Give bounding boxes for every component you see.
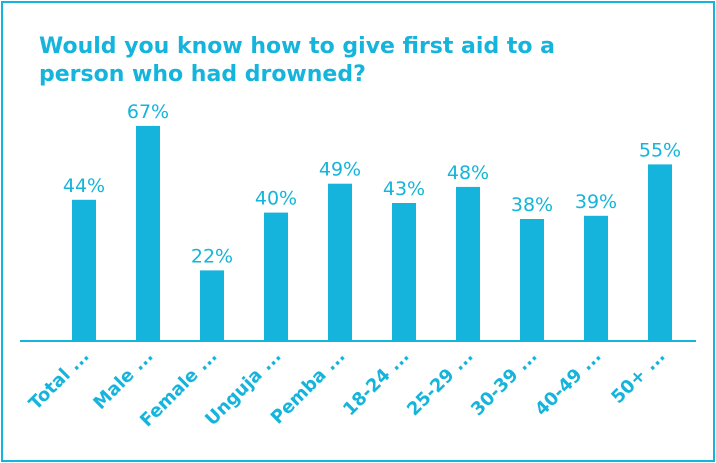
- value-label-3: 40%: [255, 188, 297, 210]
- value-label-2: 22%: [191, 245, 233, 267]
- value-label-1: 67%: [127, 101, 169, 123]
- bar-chart: 44% 67% 22% 40% 49% 43% 48% 38% 39% 55% Total ...…: [20, 101, 696, 431]
- value-label-8: 39%: [575, 191, 617, 213]
- category-labels-layer: Total ...Male ...Female ...Unguja ...Pem…: [25, 346, 670, 431]
- bar-2: [200, 270, 224, 341]
- bar-6: [456, 186, 480, 341]
- category-label-7: 30-39 ...: [467, 346, 542, 421]
- category-label-5: 18-24 ...: [339, 346, 414, 421]
- bar-0: [72, 199, 96, 341]
- value-label-0: 44%: [63, 175, 105, 197]
- category-label-6: 25-29 ...: [403, 346, 478, 421]
- bar-7: [520, 219, 544, 341]
- bars-layer: [72, 125, 672, 342]
- category-label-1: Male ...: [89, 346, 157, 414]
- bar-8: [584, 215, 608, 341]
- category-label-9: 50+ ...: [607, 346, 669, 408]
- bar-4: [328, 183, 352, 341]
- bar-5: [392, 203, 416, 341]
- value-labels-layer: 44% 67% 22% 40% 49% 43% 48% 38% 39% 55%: [63, 101, 681, 267]
- value-label-9: 55%: [639, 139, 681, 161]
- bar-3: [264, 212, 288, 341]
- value-label-6: 48%: [447, 162, 489, 184]
- value-label-5: 43%: [383, 178, 425, 200]
- category-label-0: Total ...: [25, 346, 94, 415]
- chart-title: Would you know how to give first aid to …: [39, 34, 555, 87]
- value-label-4: 49%: [319, 159, 361, 181]
- bar-9: [648, 164, 672, 341]
- bar-1: [136, 125, 160, 342]
- value-label-7: 38%: [511, 194, 553, 216]
- category-label-8: 40-49 ...: [531, 346, 606, 421]
